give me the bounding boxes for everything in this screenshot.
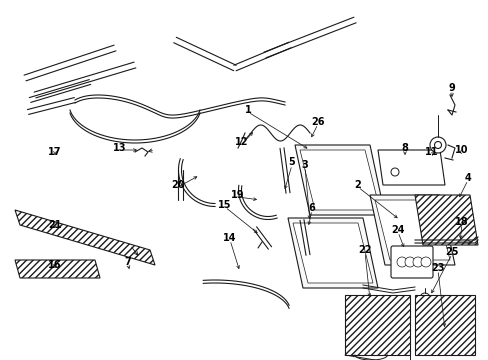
Circle shape: [434, 141, 441, 149]
Polygon shape: [292, 223, 372, 283]
Text: 14: 14: [223, 233, 236, 243]
Text: 17: 17: [48, 147, 61, 157]
Text: 18: 18: [454, 217, 468, 227]
Text: 22: 22: [358, 245, 371, 255]
Circle shape: [420, 257, 430, 267]
Circle shape: [429, 137, 445, 153]
Circle shape: [390, 168, 398, 176]
Polygon shape: [287, 218, 377, 288]
Text: 3: 3: [301, 160, 308, 170]
Circle shape: [412, 257, 422, 267]
Polygon shape: [15, 260, 100, 278]
Text: 24: 24: [390, 225, 404, 235]
Text: 1: 1: [244, 105, 251, 115]
Polygon shape: [299, 150, 379, 210]
Text: 4: 4: [464, 173, 470, 183]
Text: 15: 15: [218, 200, 231, 210]
Text: 21: 21: [48, 220, 61, 230]
Polygon shape: [414, 195, 477, 245]
Circle shape: [419, 293, 429, 303]
Polygon shape: [377, 150, 444, 185]
Text: 8: 8: [401, 143, 407, 153]
Polygon shape: [294, 145, 384, 215]
Text: 12: 12: [235, 137, 248, 147]
Polygon shape: [345, 295, 409, 355]
Text: 2: 2: [354, 180, 361, 190]
Text: 5: 5: [288, 157, 295, 167]
Text: 6: 6: [308, 203, 315, 213]
Text: 25: 25: [445, 247, 458, 257]
Polygon shape: [414, 295, 474, 355]
Text: 9: 9: [447, 83, 454, 93]
Text: 26: 26: [311, 117, 324, 127]
Circle shape: [404, 257, 414, 267]
FancyBboxPatch shape: [390, 246, 432, 278]
Text: 11: 11: [425, 147, 438, 157]
Text: 10: 10: [454, 145, 468, 155]
Text: 16: 16: [48, 260, 61, 270]
Polygon shape: [15, 210, 155, 265]
Circle shape: [396, 257, 406, 267]
Text: 20: 20: [171, 180, 184, 190]
Polygon shape: [374, 200, 449, 260]
Text: 19: 19: [231, 190, 244, 200]
Text: 23: 23: [430, 263, 444, 273]
Polygon shape: [369, 195, 454, 265]
Text: 13: 13: [113, 143, 126, 153]
Text: 7: 7: [124, 257, 131, 267]
